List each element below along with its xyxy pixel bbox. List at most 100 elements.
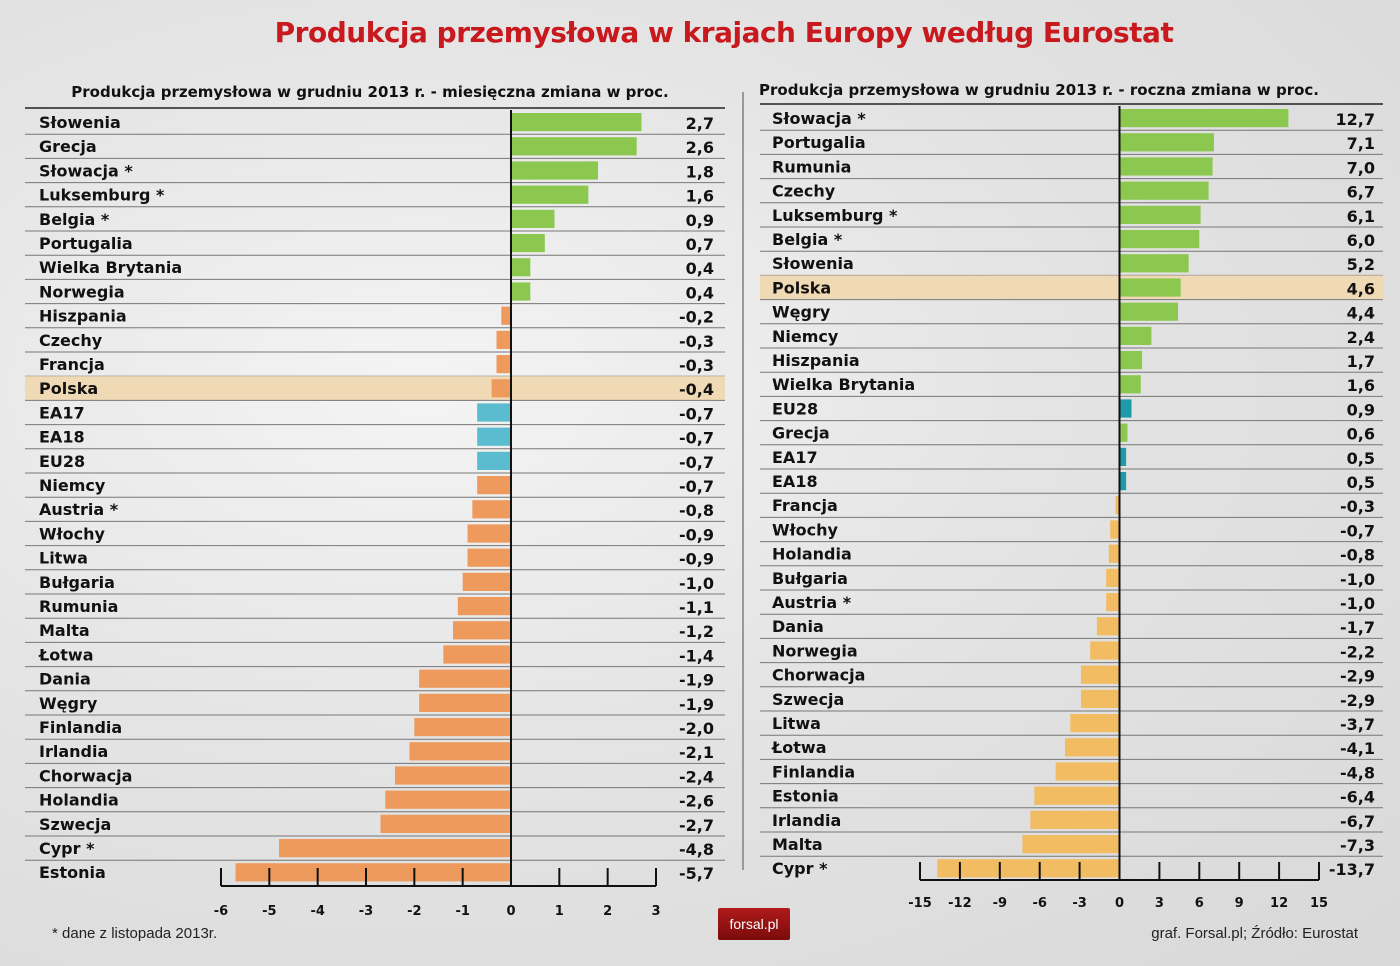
value-label: -1,9 [679,671,714,690]
category-label: Francja [39,355,105,374]
bar-irlandia [409,742,511,761]
value-label: 1,8 [686,162,714,181]
bar-finlandia [1055,762,1120,781]
value-label: 0,9 [686,211,714,230]
x-tick-label: -12 [948,896,972,911]
main-title: Produkcja przemysłowa w krajach Europy w… [274,16,1174,49]
value-label: 12,7 [1336,110,1375,129]
x-tick-label: 1 [555,904,564,919]
category-label: Estonia [39,863,106,882]
bar-finlandia [414,718,511,737]
value-label: -0,7 [679,429,714,448]
category-label: Wielka Brytania [772,375,915,394]
category-label: Szwecja [772,690,844,709]
bar-bułgaria [1106,568,1120,587]
bar-hiszpania [1119,351,1143,370]
value-label: -0,4 [679,380,714,399]
value-label: 0,7 [686,235,714,254]
value-label: 2,6 [686,138,714,157]
x-tick-label: 6 [1195,896,1204,911]
value-label: -0,9 [679,525,714,544]
bar-polska [1119,278,1181,297]
category-label: Czechy [772,182,836,201]
highlight-row [25,376,725,401]
bar-luksemburg [1119,205,1201,224]
category-label: Holandia [772,545,852,564]
value-label: 2,7 [686,114,714,133]
bar-bułgaria [462,572,511,591]
forsal-logo[interactable]: forsal.pl [718,908,790,940]
value-label: -0,3 [679,356,714,375]
category-label: Belgia * [39,210,110,229]
category-label: Austria * [772,593,852,612]
category-label: Rumunia [39,597,118,616]
value-label: -6,7 [1340,812,1375,831]
category-label: Polska [772,278,831,297]
category-label: Słowenia [39,113,121,132]
bar-estonia [235,863,511,882]
category-label: Słowacja * [39,161,133,180]
category-label: Luksemburg * [39,186,165,205]
bar-chorwacja [1080,665,1120,684]
value-label: -3,7 [1340,715,1375,734]
category-label: Litwa [39,549,88,568]
x-tick-label: -6 [214,904,228,919]
category-label: EU28 [39,452,85,471]
value-label: 0,5 [1347,473,1375,492]
category-label: Grecja [772,424,830,443]
bar-litwa [1070,714,1120,733]
value-label: -5,7 [679,864,714,883]
category-label: Irlandia [39,742,108,761]
bar-ea17 [477,403,511,422]
x-tick-label: -9 [993,896,1007,911]
bar-włochy [1110,520,1120,539]
chart-subtitle: Produkcja przemysłowa w grudniu 2013 r. … [71,83,668,101]
category-label: Finlandia [39,718,122,737]
category-label: EA17 [772,448,818,467]
value-label: 4,4 [1347,304,1375,323]
category-label: Austria * [39,500,119,519]
value-label: -1,0 [1340,570,1375,589]
category-label: Portugalia [772,133,866,152]
bar-czechy [496,330,511,349]
bar-łotwa [1064,738,1120,757]
bar-eu28 [477,451,511,470]
bar-belgia [511,209,555,228]
category-label: Chorwacja [39,766,132,785]
category-label: Litwa [772,714,821,733]
category-label: Bułgaria [39,573,115,592]
value-label: 6,0 [1347,231,1375,250]
bar-dania [1096,617,1120,636]
value-label: -6,4 [1340,788,1375,807]
category-label: Węgry [39,694,98,713]
category-label: EA18 [772,472,818,491]
category-label: Portugalia [39,234,133,253]
category-label: Łotwa [38,645,94,664]
value-label: 6,1 [1347,207,1375,226]
category-label: Hiszpania [39,307,127,326]
bar-niemcy [1119,326,1152,345]
bar-cypr [279,839,511,858]
value-label: 0,4 [686,259,714,278]
value-label: -0,3 [679,332,714,351]
value-label: -0,9 [679,550,714,569]
value-label: -2,9 [1340,691,1375,710]
category-label: Węgry [772,303,831,322]
x-tick-label: -3 [1072,896,1086,911]
category-label: Finlandia [772,762,855,781]
value-label: 1,7 [1347,352,1375,371]
category-label: Malta [772,835,823,854]
category-label: Belgia * [772,230,843,249]
category-label: Niemcy [772,327,839,346]
category-label: Norwegia [39,282,125,301]
bar-węgry [1119,302,1179,321]
bar-szwecja [1080,689,1120,708]
category-label: Luksemburg * [772,206,898,225]
bar-grecja [1119,423,1128,442]
value-label: -2,0 [679,719,714,738]
value-label: 2,4 [1347,328,1375,347]
bar-norwegia [1090,641,1120,660]
x-tick-label: -5 [262,904,276,919]
bar-ea18 [477,427,511,446]
bar-rumunia [457,597,511,616]
